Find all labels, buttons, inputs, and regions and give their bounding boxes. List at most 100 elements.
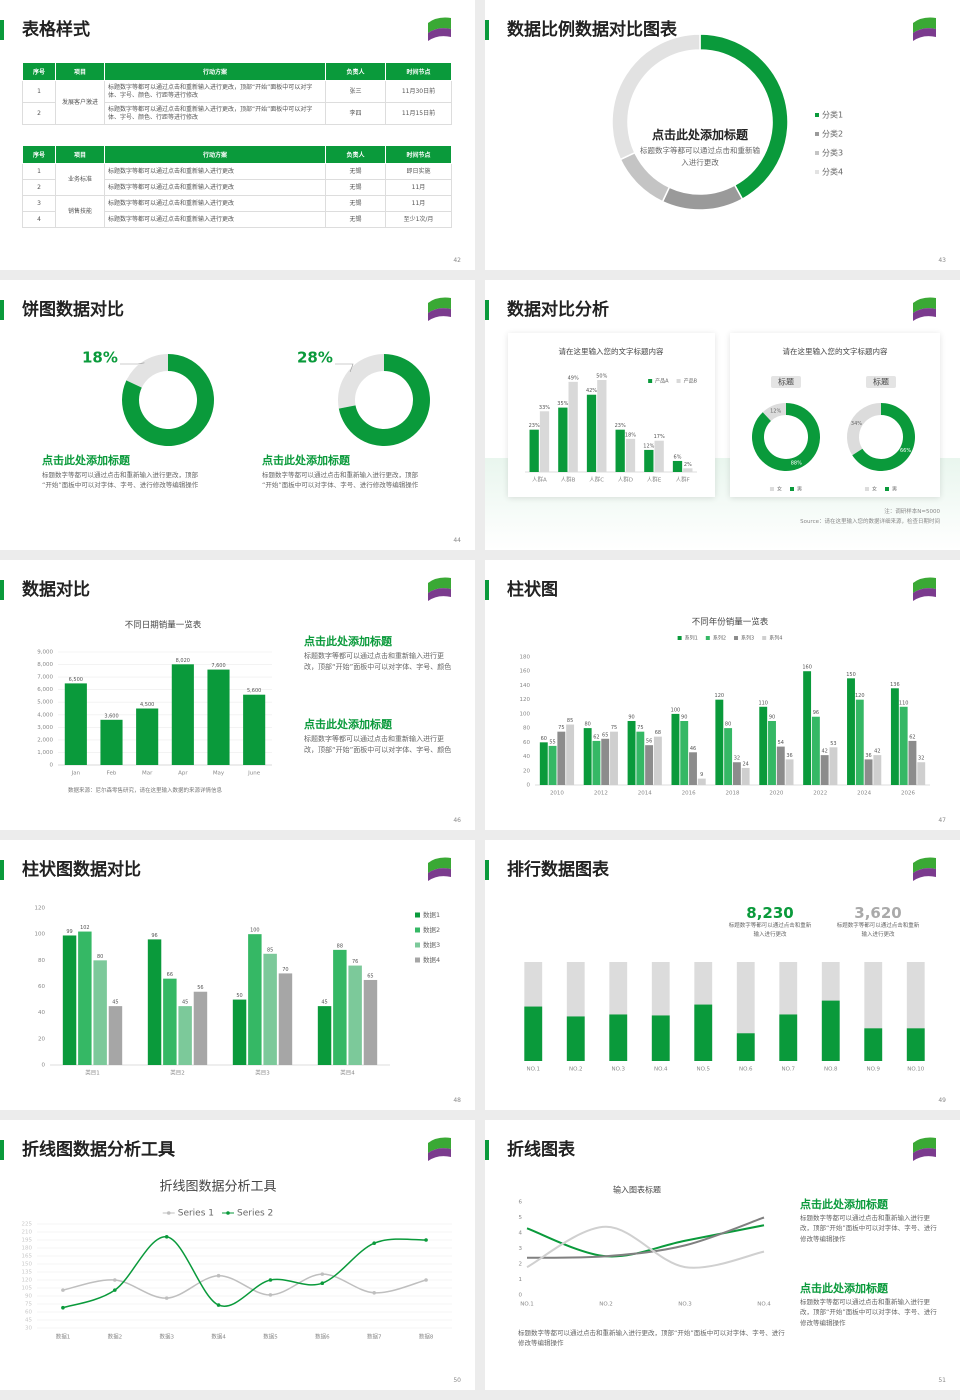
legend-item: 分类2 [815, 129, 843, 139]
page-number: 44 [453, 537, 461, 545]
x-tick-label: 类目1 [85, 1069, 100, 1077]
bar [864, 759, 873, 785]
legend-swatch [415, 927, 420, 933]
page-number: 46 [453, 817, 461, 825]
header-row: 序号 项目 行动方案 负责人 时间节点 [22, 145, 452, 164]
cell: 张三 [325, 80, 386, 103]
logo-green [428, 577, 451, 593]
logo [428, 1137, 451, 1161]
logo-purple [428, 868, 451, 881]
slide: 柱状图 47 不同年份销量一览表 0 20 40 60 80 100 120 140 160 180 20… [485, 560, 960, 830]
logo-purple [913, 588, 936, 601]
slide: 数据对比分析45请在这里输入您的文字标题内容人群A23%33%人群B35%49%… [485, 280, 960, 550]
bar [906, 1028, 925, 1061]
bar [908, 740, 917, 785]
chart: 不同年份销量一览表0204060801001201401601802010605… [520, 617, 930, 797]
title-accent [0, 20, 4, 40]
y-tick-label: 7,000 [37, 675, 53, 681]
chart: 0 20 40 60 80 100 120 类目1 99 102 80 45 类目2 96 66 45 56 类目… [35, 906, 441, 1077]
block-heading: 点击此处添加标题 [42, 454, 130, 467]
cell: 11月 [385, 195, 452, 212]
legend-label: 数据2 [423, 925, 440, 934]
legend: 系列1 系列2 系列3 系列4 [677, 635, 782, 642]
bar [163, 978, 177, 1065]
bar [586, 394, 597, 472]
logo-green [428, 1137, 451, 1153]
y-tick-label: 3 [519, 1246, 523, 1252]
y-tick-label: 4,000 [37, 712, 53, 718]
value-label: 35% [557, 401, 568, 407]
logo-green [913, 297, 936, 313]
legend-label: 分类4 [822, 167, 843, 177]
x-tick-label: 2024 [857, 791, 871, 797]
value-label: 12% [643, 443, 654, 449]
point [424, 1238, 428, 1242]
logo-purple [913, 1148, 936, 1161]
bar [171, 664, 194, 765]
y-tick-label: 100 [35, 932, 46, 938]
y-tick-label: 1 [519, 1277, 523, 1283]
slide-title: 柱状图 [507, 580, 558, 600]
logo-purple [428, 308, 451, 321]
logo-green [428, 17, 451, 33]
cell: 销售技能 [55, 195, 105, 228]
y-tick-label: 135 [22, 1270, 33, 1276]
cell: 11月 [385, 179, 452, 196]
chart: 分类1 分类2 分类3 分类4 [611, 33, 843, 211]
x-tick-label: NO.7 [782, 1067, 796, 1073]
legend-item: Series 2 [222, 1209, 273, 1219]
donut-segment [338, 354, 384, 409]
block-heading: 点击此处添加标题 [304, 635, 392, 648]
x-tick-label: NO.6 [739, 1067, 753, 1073]
legend-swatch [815, 113, 819, 117]
y-tick-label: 40 [38, 1010, 45, 1016]
title-accent [485, 860, 489, 880]
value-label: 50% [596, 374, 607, 380]
legend-label: 分类2 [822, 129, 843, 139]
x-tick-label: Feb [107, 771, 117, 777]
cell: 3 [22, 195, 56, 212]
legend-item: 分类4 [815, 167, 843, 177]
point [113, 1288, 117, 1292]
value-label: 150 [846, 672, 856, 678]
legend-label: 女 [872, 486, 877, 493]
title-box [866, 376, 896, 388]
legend-swatch [415, 912, 420, 918]
x-tick-label: Mar [142, 771, 153, 777]
value-label: 45 [112, 1000, 118, 1006]
bar [597, 380, 607, 472]
bar [136, 708, 159, 765]
bar [539, 742, 548, 785]
logo [913, 577, 936, 601]
value-label: 62 [909, 734, 915, 740]
value-label: 32 [734, 756, 740, 762]
legend-item: 男 [885, 487, 897, 493]
x-tick-label: Apr [178, 771, 188, 777]
value-label: 85 [567, 718, 573, 724]
value-label: 23% [529, 423, 540, 429]
legend-swatch [815, 132, 819, 136]
legend-swatch [415, 957, 420, 963]
logo-purple [913, 28, 936, 41]
value-label: 136 [890, 682, 900, 688]
leader-line [120, 362, 145, 365]
y-tick-label: 60 [25, 1310, 32, 1316]
block-heading: 点击此处添加标题 [800, 1282, 888, 1295]
y-tick-label: 6 [519, 1200, 523, 1206]
cell: 标题数字等都可以通过点击和重新输入进行更改 [104, 163, 326, 180]
y-tick-label: 210 [22, 1230, 33, 1236]
value-label: 60 [541, 736, 547, 742]
legend-item: 系列2 [705, 635, 726, 642]
point [61, 1305, 65, 1310]
value-label: 96 [813, 710, 819, 716]
value-label: 45 [321, 1000, 327, 1006]
y-tick-label: 5,000 [37, 700, 53, 706]
cell: 标题数字等都可以通过点击和重新输入进行更改，顶部“开始”面板中可以对字体、字号、… [104, 80, 326, 103]
kpi-value: 8,230 [746, 904, 794, 922]
slide-title: 柱状图数据对比 [22, 860, 141, 880]
legend-label: 男 [892, 487, 897, 493]
footer-text: 标题数字等都可以通过点击和重新输入进行更改，顶部“开始”面板中可以对字体、字号、… [518, 1329, 785, 1348]
y-tick-label: 5 [519, 1215, 523, 1221]
data-table: 序号 项目 行动方案 负责人 时间节点 1 业务标准 标题数字等都可以通过点击和重新输入进行更… [22, 145, 452, 228]
value-label: 18% [82, 349, 118, 367]
